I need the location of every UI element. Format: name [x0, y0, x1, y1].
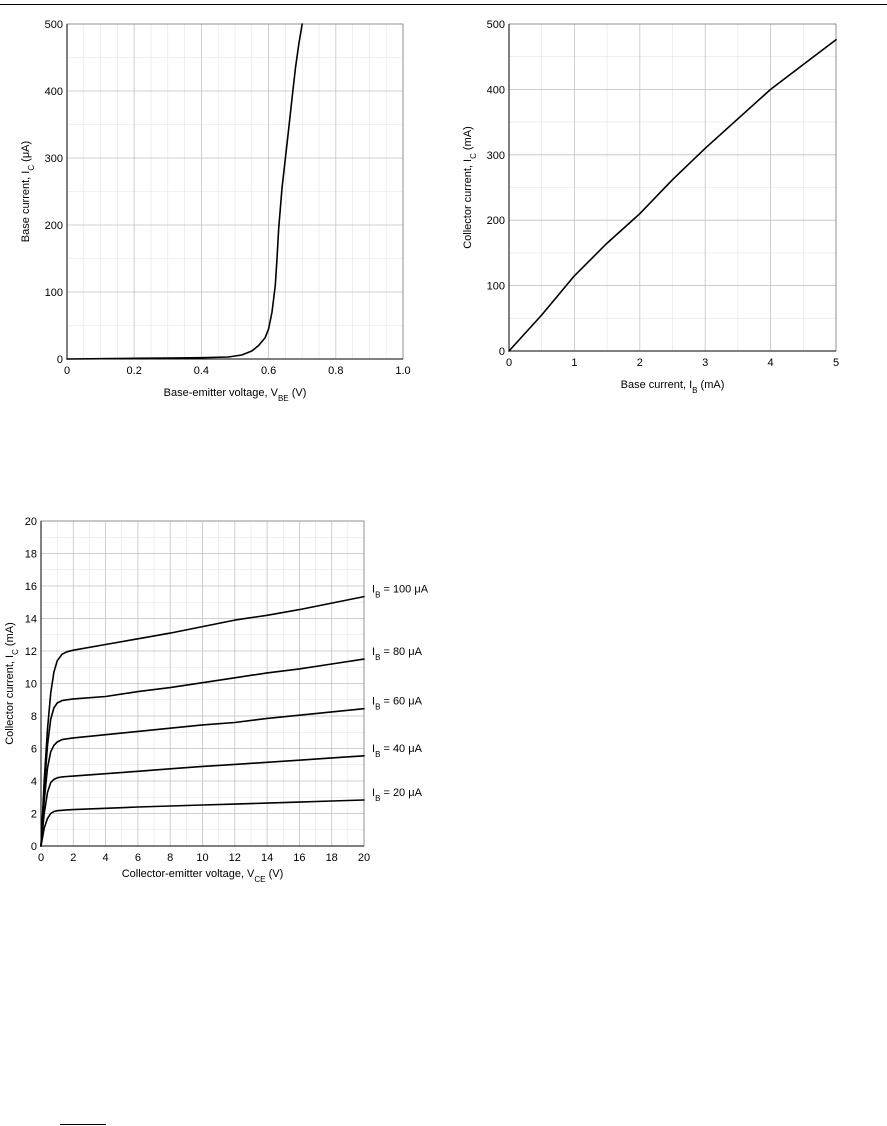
series-label-0: IB = 100 μA — [372, 584, 429, 600]
y-tick-label: 20 — [25, 516, 37, 528]
x-tick-label: 0.2 — [127, 365, 142, 377]
footnote-rule — [60, 1124, 106, 1125]
x-tick-label: 1 — [571, 357, 577, 369]
y-tick-label: 0 — [57, 354, 63, 366]
y-axis-title: Collector current, IC (mA) — [4, 622, 20, 745]
series-line-1 — [40, 658, 365, 847]
y-tick-label: 100 — [487, 281, 505, 293]
y-tick-label: 500 — [487, 19, 505, 31]
y-tick-label: 400 — [45, 86, 63, 98]
x-tick-label: 2 — [637, 357, 643, 369]
y-axis-title: Base current, IC (μA) — [20, 141, 36, 242]
x-axis-title: Base-emitter voltage, VBE (V) — [164, 387, 307, 403]
x-tick-label: 4 — [768, 357, 774, 369]
series-label-1: IB = 80 μA — [372, 646, 423, 662]
x-tick-label: 0.6 — [261, 365, 276, 377]
series-line-2 — [40, 707, 365, 847]
x-tick-label: 8 — [167, 852, 173, 864]
x-tick-label: 0.4 — [194, 365, 209, 377]
x-tick-label: 0 — [506, 357, 512, 369]
x-tick-label: 0 — [64, 365, 70, 377]
y-tick-label: 400 — [487, 84, 505, 96]
y-tick-label: 8 — [31, 711, 37, 723]
x-tick-label: 0 — [38, 852, 44, 864]
y-tick-label: 6 — [31, 744, 37, 756]
y-tick-label: 18 — [25, 549, 37, 561]
series-line-4 — [40, 799, 365, 847]
x-tick-label: 3 — [702, 357, 708, 369]
y-tick-label: 0 — [499, 346, 505, 358]
y-tick-label: 10 — [25, 679, 37, 691]
series-line-0 — [508, 38, 837, 352]
series-label-3: IB = 40 μA — [372, 743, 423, 759]
y-axis-title: Collector current, IC (mA) — [462, 126, 478, 249]
x-tick-label: 5 — [833, 357, 839, 369]
y-tick-label: 12 — [25, 646, 37, 658]
x-tick-label: 12 — [229, 852, 241, 864]
x-tick-label: 0.8 — [328, 365, 343, 377]
y-tick-label: 14 — [25, 614, 37, 626]
y-tick-label: 300 — [487, 150, 505, 162]
series-line-3 — [40, 754, 365, 847]
page-top-rule — [0, 4, 887, 5]
x-tick-label: 14 — [261, 852, 273, 864]
y-tick-label: 16 — [25, 581, 37, 593]
y-tick-label: 0 — [31, 841, 37, 853]
x-tick-label: 6 — [135, 852, 141, 864]
x-tick-label: 4 — [103, 852, 109, 864]
x-tick-label: 1.0 — [395, 365, 410, 377]
series-label-2: IB = 60 μA — [372, 696, 423, 712]
series-label-4: IB = 20 μA — [372, 787, 423, 803]
x-tick-label: 16 — [293, 852, 305, 864]
y-tick-label: 100 — [45, 287, 63, 299]
y-tick-label: 200 — [487, 215, 505, 227]
x-tick-label: 2 — [70, 852, 76, 864]
x-tick-label: 20 — [358, 852, 370, 864]
x-tick-label: 18 — [326, 852, 338, 864]
y-tick-label: 500 — [45, 19, 63, 31]
series-line-0 — [40, 595, 365, 847]
series-line-0 — [66, 23, 304, 360]
y-tick-label: 300 — [45, 153, 63, 165]
y-tick-label: 2 — [31, 809, 37, 821]
y-tick-label: 200 — [45, 220, 63, 232]
x-tick-label: 10 — [196, 852, 208, 864]
y-tick-label: 4 — [31, 776, 37, 788]
x-axis-title: Base current, IB (mA) — [621, 379, 725, 395]
x-axis-title: Collector-emitter voltage, VCE (V) — [122, 868, 284, 884]
